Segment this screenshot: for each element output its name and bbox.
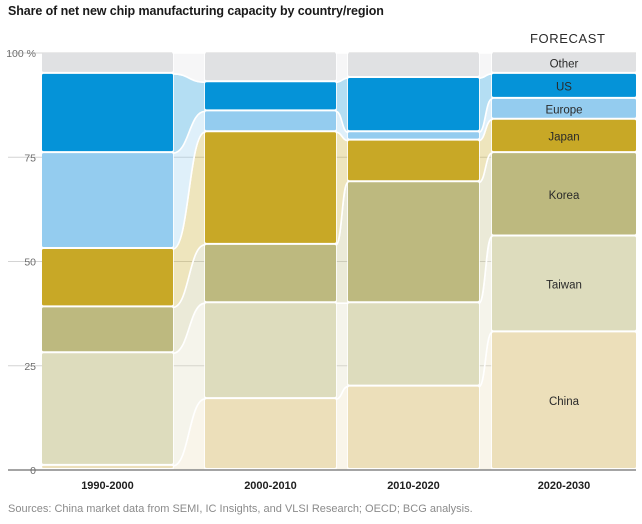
chart-title: Share of net new chip manufacturing capa… [8, 4, 384, 18]
band-us-2010-2020 [348, 78, 479, 131]
band-taiwan-2020-2030 [492, 236, 636, 331]
band-taiwan-1990-2000 [42, 353, 173, 464]
band-korea-2010-2020 [348, 182, 479, 302]
band-china-2000-2010 [205, 399, 336, 468]
y-tick-label: 50 [24, 257, 36, 269]
band-other-2000-2010 [205, 53, 336, 81]
flow-ribbon-other [478, 52, 493, 79]
band-china-2020-2030 [492, 332, 636, 468]
alluvial-chart-svg: 100 % 75 50 25 0 1990-2000 2000-2010 2010-2020… [6, 48, 636, 492]
series-labels-group: China Taiwan Korea Japan Europe US Other [545, 58, 582, 408]
band-korea-2000-2010 [205, 244, 336, 302]
band-us-2000-2010 [205, 82, 336, 110]
flow-ribbon-taiwan [335, 302, 349, 400]
y-tick-labels-group: 100 % 75 50 25 0 [6, 48, 36, 477]
band-japan-2000-2010 [205, 132, 336, 243]
x-tick-label: 1990-2000 [81, 480, 134, 492]
band-japan-1990-2000 [42, 248, 173, 306]
x-tick-label: 2020-2030 [538, 480, 591, 492]
flow-ribbon-other [335, 52, 349, 83]
y-tick-label: 75 [24, 152, 36, 164]
y-tick-label: 0 [30, 465, 36, 477]
band-japan-2020-2030 [492, 119, 636, 152]
series-label-china: China [549, 396, 580, 408]
series-label-japan: Japan [548, 131, 579, 143]
stacked-bands-group [42, 53, 636, 468]
band-europe-2010-2020 [348, 132, 479, 139]
band-china-2010-2020 [348, 386, 479, 468]
series-label-other: Other [550, 58, 579, 70]
y-tick-label: 100 % [6, 48, 36, 60]
band-taiwan-2000-2010 [205, 303, 336, 398]
x-tick-label: 2010-2020 [387, 480, 440, 492]
forecast-annotation: FORECAST [530, 31, 606, 46]
flow-ribbon-other [172, 52, 206, 83]
x-tick-labels-group: 1990-2000 2000-2010 2010-2020 2020-2030 [81, 480, 590, 492]
band-other-2020-2030 [492, 53, 636, 72]
series-label-europe: Europe [545, 104, 582, 116]
flow-ribbons-group [172, 52, 493, 471]
series-label-korea: Korea [549, 190, 580, 202]
band-other-1990-2000 [42, 53, 173, 72]
band-us-1990-2000 [42, 73, 173, 152]
band-europe-1990-2000 [42, 153, 173, 247]
band-europe-2000-2010 [205, 111, 336, 131]
series-label-taiwan: Taiwan [546, 279, 582, 291]
source-note: Sources: China market data from SEMI, IC… [8, 503, 473, 515]
band-us-2020-2030 [492, 73, 636, 97]
x-tick-label: 2000-2010 [244, 480, 297, 492]
band-china-1990-2000 [42, 465, 173, 468]
series-label-us: US [556, 81, 572, 93]
y-tick-label: 25 [24, 361, 36, 373]
band-other-2010-2020 [348, 53, 479, 77]
band-korea-2020-2030 [492, 153, 636, 235]
band-japan-2010-2020 [348, 140, 479, 181]
band-europe-2020-2030 [492, 98, 636, 118]
band-korea-1990-2000 [42, 307, 173, 352]
band-taiwan-2010-2020 [348, 303, 479, 385]
